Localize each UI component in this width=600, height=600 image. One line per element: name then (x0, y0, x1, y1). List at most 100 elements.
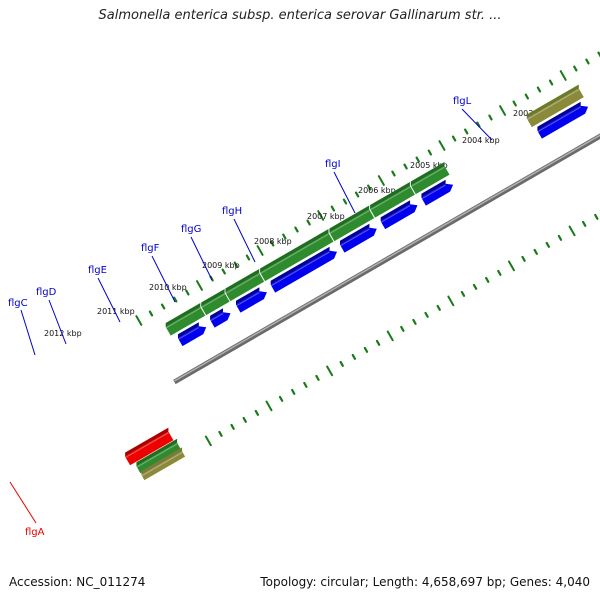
scale-tick (415, 156, 420, 163)
gene-red-top (125, 427, 169, 457)
scale-tick (386, 330, 394, 342)
kbp-label: 2005 kbp (410, 161, 448, 170)
kbp-label: 2012 kbp (44, 329, 82, 338)
cds-block-top (141, 447, 183, 475)
gene-leader-line (190, 236, 213, 281)
gene-arrow-shine (380, 205, 411, 223)
scale-tick (315, 374, 320, 381)
backbone-highlight (173, 134, 600, 382)
topology-text: Topology: circular; Length: 4,658,697 bp… (260, 575, 590, 589)
cds-block (141, 451, 186, 481)
scale-tick (524, 93, 530, 100)
scale-tick (282, 233, 287, 240)
gene-leader-line (48, 299, 67, 345)
scale-tick (230, 423, 235, 430)
cds-block-top (410, 162, 445, 186)
gene-arrow (236, 291, 267, 313)
scale-tick (536, 86, 542, 93)
scale-tick (400, 325, 405, 332)
cds-block (225, 273, 265, 302)
kbp-label: 2006 kbp (358, 186, 396, 195)
gene-label-flgE: flgE (88, 265, 107, 276)
scale-tick (460, 290, 466, 297)
cds-block-shine (526, 89, 580, 121)
scale-tick (476, 121, 481, 128)
gene-label-flgF: flgF (141, 243, 160, 254)
cds-block-shine (410, 166, 445, 188)
cds-block-shine (259, 233, 329, 275)
scale-tick (582, 220, 587, 227)
gene-arrow-top (421, 179, 446, 198)
scale-tick (512, 100, 517, 107)
scale-tick (204, 435, 212, 447)
scale-tick (451, 135, 457, 142)
gene-label-flgH: flgH (222, 206, 242, 217)
scale-tick (363, 346, 369, 353)
kbp-label: 2011 kbp (97, 307, 135, 316)
gene-leader-line (97, 277, 121, 323)
scale-tick (499, 105, 507, 116)
scale-tick (403, 163, 408, 170)
gene-leader-line (20, 309, 36, 356)
cds-block (165, 307, 206, 336)
cds-block-top (329, 205, 370, 233)
gene-arrow (421, 183, 454, 206)
scale-tick (254, 409, 260, 416)
gene-arrow-top (210, 308, 223, 320)
cds-block-shine (369, 186, 411, 211)
cds-block (260, 233, 334, 282)
gene-label-flgD: flgD (36, 287, 57, 298)
gene-arrow (210, 312, 231, 328)
scale-tick (233, 261, 239, 268)
gene-red (125, 431, 174, 466)
accession-text: Accession: NC_011274 (9, 575, 146, 589)
scale-tick (245, 254, 251, 261)
scale-tick (464, 128, 469, 135)
gene-leader-line (461, 108, 493, 141)
kbp-label: 2004 kbp (462, 136, 500, 145)
gene-arrow-top (270, 246, 330, 285)
scale-tick (351, 353, 357, 360)
cds-block-top (225, 269, 260, 293)
gene-leader-line (333, 171, 356, 214)
scale-tick (447, 295, 455, 307)
gene-label-flgA: flgA (25, 527, 45, 538)
cds-block (370, 186, 415, 218)
map-title: Salmonella enterica subsp. enterica sero… (98, 8, 502, 23)
scale-tick (278, 395, 284, 402)
cds-block-shine (225, 273, 260, 295)
gene-arrow-shine (421, 184, 446, 200)
gene-arrow-top (380, 200, 411, 222)
gene-arrow-shine (537, 106, 581, 133)
scale-tick (185, 289, 190, 296)
cds-block-top (136, 438, 178, 467)
backbone-line (173, 133, 600, 385)
scale-tick (367, 184, 372, 191)
gene-arrow (537, 105, 589, 139)
kbp-label: 2009 kbp (202, 261, 240, 270)
gene-label-flgC: flgC (8, 298, 28, 309)
scale-tick (326, 365, 334, 377)
scale-tick (412, 318, 417, 325)
gene-arrow-shine (177, 327, 200, 340)
scale-tick (438, 140, 446, 151)
scale-tick (242, 416, 247, 423)
scale-tick (424, 311, 429, 318)
cds-block-shine (329, 210, 370, 235)
gene-arrow-top (236, 287, 260, 305)
scale-tick (585, 58, 590, 65)
scale-tick (221, 268, 226, 275)
scale-tick (507, 260, 515, 272)
scale-tick (265, 400, 273, 412)
scale-tick (594, 213, 599, 220)
scale-tick (218, 430, 223, 437)
scale-tick (521, 255, 526, 262)
gene-arrow (178, 326, 207, 347)
cds-block (329, 209, 375, 242)
scale-tick (303, 381, 308, 388)
kbp-label: 2007 kbp (307, 212, 345, 221)
gene-leader-line (233, 218, 256, 263)
gene-arrow-shine (339, 228, 370, 247)
cds-block (201, 293, 230, 316)
